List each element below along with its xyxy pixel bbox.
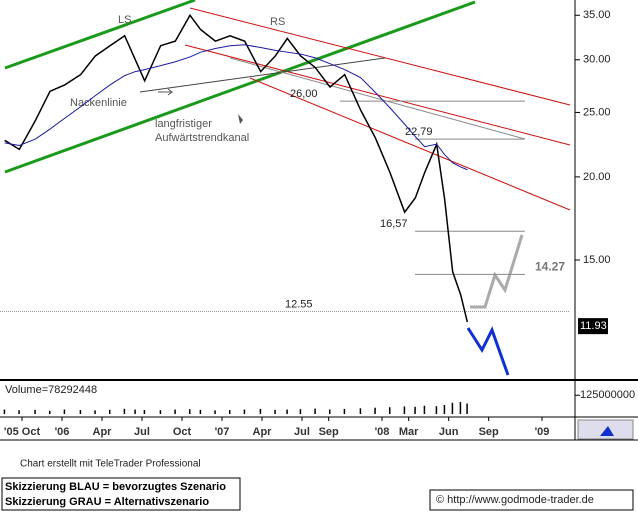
volume-bar bbox=[229, 410, 231, 414]
x-tick-label: Mar bbox=[399, 426, 419, 438]
x-tick-label: '05 Oct bbox=[4, 426, 41, 438]
icon bbox=[577, 419, 634, 440]
volume-bar bbox=[274, 409, 276, 414]
volume-bar bbox=[343, 408, 346, 414]
volume-bar bbox=[63, 409, 66, 414]
volume-tick-label: 125000000 bbox=[580, 389, 635, 401]
level-label: 16,57 bbox=[380, 218, 408, 230]
x-tick-label: Oct bbox=[173, 426, 192, 438]
volume-bar bbox=[94, 410, 96, 414]
level-label: 22,79 bbox=[405, 126, 433, 138]
y-tick-label: 35.00 bbox=[583, 9, 611, 21]
legend-box bbox=[1, 477, 241, 511]
annotation: Aufwärtstrendkanal bbox=[155, 132, 249, 144]
frame bbox=[0, 0, 638, 441]
volume-bar bbox=[466, 403, 468, 414]
annotation: LS bbox=[118, 14, 131, 26]
y-tick-label: 15.00 bbox=[583, 254, 611, 266]
volume-bar bbox=[159, 410, 162, 414]
volume-bar bbox=[214, 410, 216, 414]
volume-bar bbox=[459, 402, 462, 414]
volume-bar bbox=[374, 407, 376, 414]
x-tick-label: '08 bbox=[375, 426, 390, 438]
note: Skizzierung BLAU = bevorzugtes Szenario bbox=[5, 481, 226, 493]
volume-bar bbox=[359, 408, 362, 414]
volume-bar bbox=[329, 409, 331, 414]
volume-bar bbox=[451, 402, 454, 414]
volume-bar bbox=[18, 410, 20, 414]
volume-bar bbox=[423, 405, 426, 414]
y-tick-label: 30.00 bbox=[583, 54, 611, 66]
x-tick-label: Jul bbox=[294, 426, 310, 438]
volume-bar bbox=[286, 409, 288, 414]
volume-bar bbox=[414, 406, 416, 414]
volume-bar bbox=[109, 409, 111, 414]
volume-bar bbox=[314, 408, 316, 414]
source-box bbox=[429, 489, 634, 511]
x-tick-label: Apr bbox=[93, 426, 113, 438]
volume-bar bbox=[243, 409, 246, 414]
annotation: RS bbox=[270, 16, 285, 28]
volume-bar bbox=[259, 408, 262, 414]
volume-bar bbox=[174, 409, 176, 414]
volume-bar bbox=[123, 408, 126, 414]
volume-bar bbox=[143, 409, 146, 414]
volume-bar bbox=[199, 409, 202, 414]
volume-bar bbox=[34, 409, 36, 414]
trendlines bbox=[4, 0, 571, 376]
source: © http://www.godmode-trader.de bbox=[436, 494, 594, 506]
y-tick-label: 20.00 bbox=[583, 171, 611, 183]
x-tick-label: '09 bbox=[535, 426, 550, 438]
note: Skizzierung GRAU = Alternativszenario bbox=[5, 496, 209, 508]
level-label: 26,00 bbox=[290, 88, 318, 100]
x-tick-label: Sep bbox=[479, 426, 499, 438]
volume-bar bbox=[134, 409, 136, 414]
last-value-tag bbox=[578, 318, 608, 335]
volume-label: Volume=78292448 bbox=[5, 384, 97, 396]
annotation: Nackenlinie bbox=[70, 97, 127, 109]
volume-bar bbox=[49, 410, 51, 414]
level-label: 14.27 bbox=[535, 260, 565, 274]
credit: Chart erstellt mit TeleTrader Profession… bbox=[20, 459, 201, 470]
annotation: langfristiger bbox=[155, 118, 212, 130]
volume-bar bbox=[299, 409, 302, 414]
y-tick-label: 25.00 bbox=[583, 106, 611, 118]
x-tick-label: Jun bbox=[439, 426, 459, 438]
volume-bar bbox=[3, 409, 6, 414]
volume-bar bbox=[403, 406, 406, 414]
x-tick-label: Apr bbox=[253, 426, 273, 438]
level-label: 12.55 bbox=[285, 298, 313, 310]
volume-bar bbox=[435, 406, 438, 414]
x-tick-label: '07 bbox=[215, 426, 230, 438]
x-tick-label: Jul bbox=[134, 426, 150, 438]
volume-bar bbox=[389, 407, 391, 414]
price-line bbox=[4, 44, 468, 171]
volume-bar bbox=[79, 410, 82, 414]
volume-bar bbox=[443, 405, 446, 414]
x-tick-label: '06 bbox=[55, 426, 70, 438]
last-value-label: 11.93 bbox=[580, 320, 607, 332]
price-line bbox=[4, 13, 469, 323]
volume-bar bbox=[189, 409, 191, 414]
x-tick-label: Sep bbox=[319, 426, 339, 438]
